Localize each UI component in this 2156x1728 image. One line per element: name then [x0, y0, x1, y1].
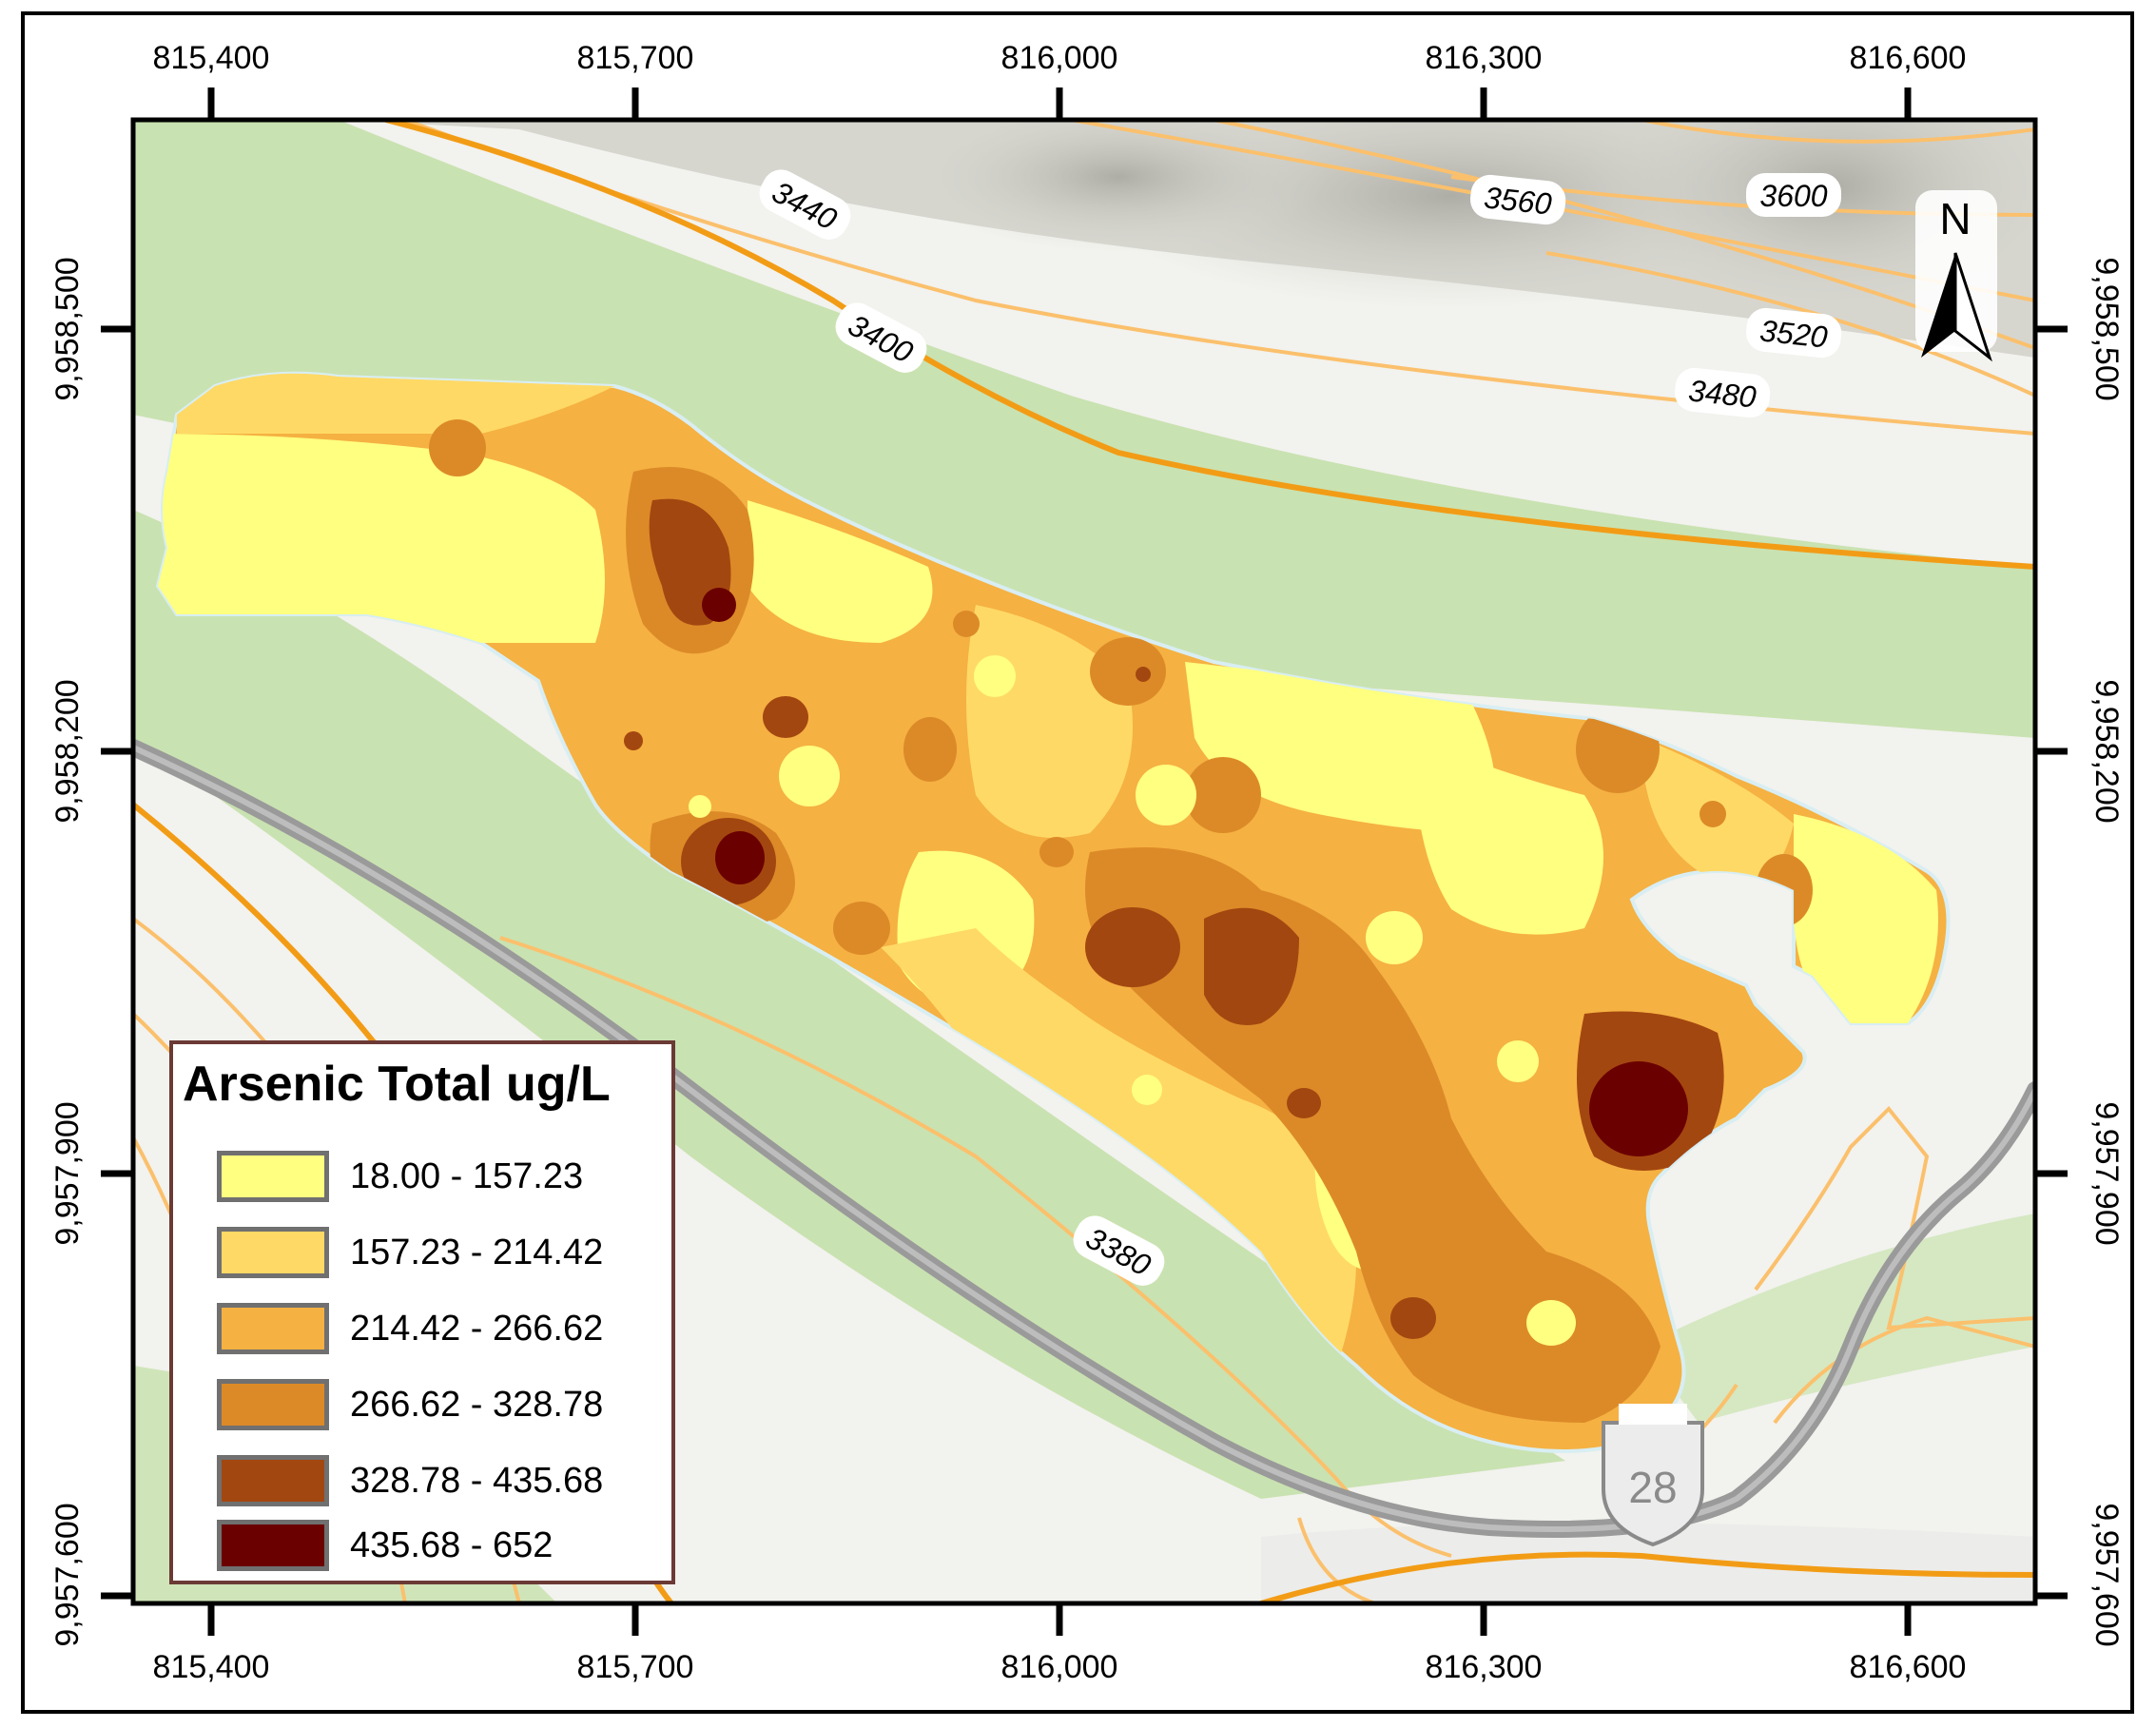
contour-label-group: 3440 3400 3560 3600 3520 3480 3380 — [759, 169, 1842, 1286]
legend-label: 266.62 - 328.78 — [350, 1385, 604, 1425]
zone-class-4 — [429, 419, 486, 476]
y-tick-label: 9,957,900 — [2088, 1101, 2125, 1245]
svg-text:3560: 3560 — [1483, 180, 1554, 221]
legend-item: 266.62 - 328.78 — [217, 1379, 664, 1436]
svg-text:3520: 3520 — [1758, 313, 1830, 354]
vegetation-area — [133, 120, 2035, 738]
zone-class-1 — [974, 655, 1016, 697]
zone-class-5 — [763, 696, 808, 738]
zone-class-1 — [1136, 765, 1196, 825]
contour-label: 3600 — [1746, 173, 1841, 217]
y-tick-label: 9,958,200 — [2088, 679, 2125, 823]
zone-class-5 — [1136, 667, 1151, 682]
zone-class-1 — [1526, 1300, 1576, 1346]
x-tick-label: 816,600 — [1850, 40, 1967, 76]
road-shield: 28 — [1602, 1404, 1704, 1547]
hillshade — [909, 120, 1328, 253]
zone-class-4 — [1185, 757, 1261, 833]
legend-label: 214.42 - 266.62 — [350, 1309, 604, 1349]
zone-class-6 — [1589, 1061, 1688, 1156]
zone-class-5 — [1390, 1297, 1436, 1339]
zone-class-5 — [624, 731, 643, 750]
axis-ticks — [101, 87, 2068, 1636]
zone-class-5 — [1204, 907, 1299, 1025]
y-tick-label: 9,958,200 — [49, 679, 86, 823]
legend-label: 328.78 - 435.68 — [350, 1461, 604, 1501]
svg-text:N: N — [1939, 194, 1971, 243]
legend-item: 214.42 - 266.62 — [217, 1303, 664, 1360]
contour-label: 3520 — [1745, 307, 1842, 359]
legend: Arsenic Total ug/L 18.00 - 157.23 157.23… — [169, 1040, 675, 1584]
zone-class-4 — [903, 717, 957, 782]
legend-swatch — [217, 1379, 329, 1430]
zone-class-4 — [1700, 801, 1726, 827]
zone-class-6 — [715, 831, 765, 884]
x-tick-label: 815,400 — [153, 1649, 270, 1685]
legend-swatch — [217, 1520, 329, 1571]
arsenic-plume[interactable] — [155, 371, 1951, 1453]
vegetation-area — [133, 510, 1565, 1499]
zone-class-4 — [833, 902, 890, 955]
zone-class-1 — [1413, 738, 1603, 935]
zone-class-1 — [1366, 911, 1423, 964]
terrain-area — [1261, 1523, 2035, 1603]
vegetation-area — [1641, 1213, 2035, 1423]
x-tick-label: 816,300 — [1426, 40, 1543, 76]
legend-swatch — [217, 1303, 329, 1354]
zone-class-1 — [1497, 1040, 1539, 1082]
legend-item: 435.68 - 652 — [217, 1520, 664, 1577]
x-tick-label: 816,000 — [1001, 40, 1118, 76]
legend-item: 328.78 - 435.68 — [217, 1455, 664, 1512]
x-tick-label: 815,700 — [577, 1649, 694, 1685]
x-tick-label: 815,400 — [153, 40, 270, 76]
y-tick-label: 9,958,500 — [2088, 257, 2125, 400]
zone-class-1 — [689, 795, 711, 818]
legend-swatch — [217, 1227, 329, 1278]
zone-class-4 — [953, 611, 980, 637]
north-arrow: N — [1915, 190, 1997, 362]
svg-text:3480: 3480 — [1687, 373, 1758, 414]
zone-class-1 — [1132, 1075, 1162, 1105]
zone-class-5 — [1085, 907, 1180, 987]
zone-class-1 — [779, 746, 840, 806]
zone-class-4 — [1039, 837, 1074, 867]
zone-class-1 — [1794, 814, 1938, 1023]
zone-class-2 — [177, 373, 614, 434]
legend-swatch — [217, 1151, 329, 1202]
zone-class-6 — [702, 588, 736, 622]
legend-title: Arsenic Total ug/L — [183, 1057, 611, 1112]
map-neatline — [130, 117, 2038, 1606]
x-tick-label: 816,300 — [1426, 1649, 1543, 1685]
zone-class-4 — [1090, 637, 1166, 706]
svg-text:3600: 3600 — [1759, 179, 1827, 213]
x-tick-label: 816,000 — [1001, 1649, 1118, 1685]
x-tick-label: 816,600 — [1850, 1649, 1967, 1685]
y-tick-label: 9,957,600 — [49, 1503, 86, 1646]
road-centerline — [133, 745, 2035, 1532]
legend-label: 157.23 - 214.42 — [350, 1233, 604, 1272]
contour-label: 3480 — [1674, 367, 1771, 418]
y-tick-label: 9,957,600 — [2088, 1503, 2125, 1646]
legend-swatch — [217, 1455, 329, 1506]
legend-item: 157.23 - 214.42 — [217, 1227, 664, 1284]
zone-class-1 — [158, 434, 605, 643]
legend-label: 18.00 - 157.23 — [350, 1156, 584, 1196]
x-tick-label: 815,700 — [577, 40, 694, 76]
legend-label: 435.68 - 652 — [350, 1525, 554, 1565]
zone-class-1 — [748, 500, 933, 643]
y-tick-label: 9,957,900 — [49, 1101, 86, 1245]
map-frame: 3440 3400 3560 3600 3520 3480 3380 28 N … — [21, 11, 2134, 1714]
zone-class-5 — [1287, 1088, 1321, 1118]
legend-item: 18.00 - 157.23 — [217, 1151, 664, 1208]
y-tick-label: 9,958,500 — [49, 257, 86, 400]
svg-text:28: 28 — [1628, 1463, 1677, 1512]
contour-label: 3560 — [1469, 174, 1566, 225]
plume-boundary — [155, 371, 1951, 1453]
